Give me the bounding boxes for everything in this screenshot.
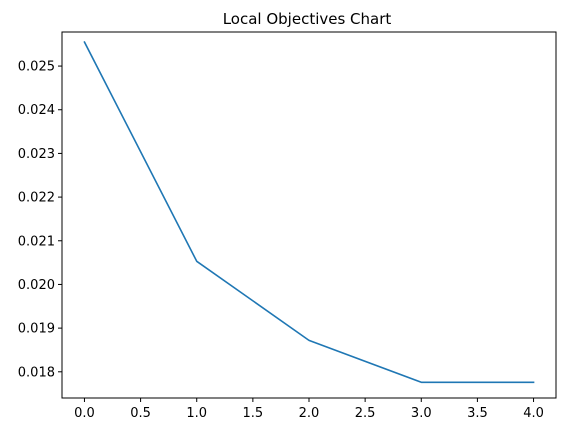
chart-title: Local Objectives Chart [223, 10, 392, 28]
y-axis: 0.018 0.019 0.020 0.021 0.022 0.023 0.024 0.025 [18, 60, 62, 380]
x-tick-label: 1.0 [186, 406, 207, 421]
series-line [83, 40, 535, 384]
y-tick-label: 0.021 [18, 234, 55, 249]
x-tick-label: 2.5 [355, 406, 376, 421]
x-tick-label: 3.5 [467, 406, 488, 421]
x-axis: 0.0 0.5 1.0 1.5 2.0 2.5 3.0 3.5 4.0 [74, 398, 544, 421]
y-tick-label: 0.025 [18, 60, 55, 75]
x-tick-label: 1.5 [243, 406, 264, 421]
series-layer [83, 40, 535, 384]
y-tick-label: 0.023 [18, 147, 55, 162]
y-tick-label: 0.018 [18, 365, 55, 380]
plot-area-frame [61, 31, 557, 399]
y-tick-label: 0.024 [18, 103, 55, 118]
x-tick-label: 2.0 [299, 406, 320, 421]
x-tick-label: 4.0 [523, 406, 544, 421]
y-tick-label: 0.020 [18, 278, 55, 293]
x-tick-label: 0.0 [74, 406, 95, 421]
x-tick-label: 3.0 [411, 406, 432, 421]
y-tick-label: 0.019 [18, 322, 55, 337]
x-tick-label: 0.5 [130, 406, 151, 421]
y-tick-label: 0.022 [18, 191, 55, 206]
